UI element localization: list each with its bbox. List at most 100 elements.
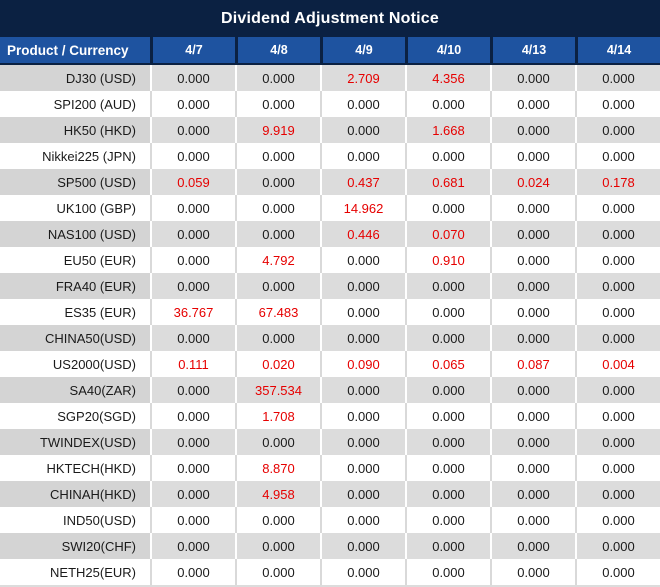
value-cell: 0.000	[575, 377, 660, 403]
table-row: SGP20(SGD) 0.000 1.708 0.000 0.000 0.000 0.000	[0, 403, 660, 429]
value-cell: 4.356	[405, 65, 490, 91]
value-cell: 0.000	[490, 117, 575, 143]
value-cell: 36.767	[150, 299, 235, 325]
value-cell: 0.004	[575, 351, 660, 377]
value-cell: 0.070	[405, 221, 490, 247]
table-row: HKTECH(HKD) 0.000 8.870 0.000 0.000 0.000 0.00…	[0, 455, 660, 481]
value-cell: 0.000	[320, 429, 405, 455]
value-cell: 0.000	[575, 559, 660, 585]
value-cell: 0.000	[150, 455, 235, 481]
table-row: ES35 (EUR) 36.767 67.483 0.000 0.000 0.000 0.0…	[0, 299, 660, 325]
value-cell: 0.000	[150, 481, 235, 507]
product-cell: TWINDEX(USD)	[0, 429, 150, 455]
table-row: DJ30 (USD) 0.000 0.000 2.709 4.356 0.000 0.000	[0, 65, 660, 91]
table-row: CHINAH(HKD) 0.000 4.958 0.000 0.000 0.000 0.00…	[0, 481, 660, 507]
value-cell: 0.000	[575, 247, 660, 273]
value-cell: 0.000	[575, 65, 660, 91]
value-cell: 0.000	[490, 221, 575, 247]
value-cell: 0.000	[405, 533, 490, 559]
value-cell: 0.000	[490, 533, 575, 559]
value-cell: 0.000	[490, 273, 575, 299]
value-cell: 0.446	[320, 221, 405, 247]
table-row: FRA40 (EUR) 0.000 0.000 0.000 0.000 0.000 0.00…	[0, 273, 660, 299]
value-cell: 0.000	[150, 377, 235, 403]
value-cell: 0.000	[235, 507, 320, 533]
value-cell: 0.000	[150, 65, 235, 91]
value-cell: 0.087	[490, 351, 575, 377]
value-cell: 0.000	[235, 91, 320, 117]
value-cell: 0.000	[320, 91, 405, 117]
value-cell: 1.708	[235, 403, 320, 429]
date-header-cell: 4/14	[575, 37, 660, 63]
product-cell: CHINAH(HKD)	[0, 481, 150, 507]
product-currency-header: Product / Currency	[7, 42, 129, 58]
value-cell: 0.000	[150, 403, 235, 429]
value-cell: 0.000	[490, 91, 575, 117]
value-cell: 0.000	[235, 533, 320, 559]
value-cell: 0.000	[575, 455, 660, 481]
product-cell: SGP20(SGD)	[0, 403, 150, 429]
value-cell: 0.024	[490, 169, 575, 195]
value-cell: 0.000	[150, 273, 235, 299]
value-cell: 0.000	[405, 195, 490, 221]
value-cell: 0.000	[235, 169, 320, 195]
value-cell: 0.000	[405, 377, 490, 403]
value-cell: 0.059	[150, 169, 235, 195]
value-cell: 0.000	[150, 429, 235, 455]
value-cell: 0.000	[320, 117, 405, 143]
value-cell: 4.958	[235, 481, 320, 507]
value-cell: 0.000	[575, 117, 660, 143]
value-cell: 0.000	[405, 403, 490, 429]
value-cell: 0.000	[235, 429, 320, 455]
value-cell: 0.000	[490, 377, 575, 403]
value-cell: 0.000	[150, 117, 235, 143]
value-cell: 67.483	[235, 299, 320, 325]
table-row: SPI200 (AUD) 0.000 0.000 0.000 0.000 0.000 0.0…	[0, 91, 660, 117]
date-header-cell: 4/7	[150, 37, 235, 63]
product-cell: EU50 (EUR)	[0, 247, 150, 273]
value-cell: 0.000	[150, 507, 235, 533]
value-cell: 0.090	[320, 351, 405, 377]
product-cell: NAS100 (USD)	[0, 221, 150, 247]
product-cell: IND50(USD)	[0, 507, 150, 533]
value-cell: 0.000	[150, 221, 235, 247]
value-cell: 2.709	[320, 65, 405, 91]
product-cell: SWI20(CHF)	[0, 533, 150, 559]
table-row: Nikkei225 (JPN) 0.000 0.000 0.000 0.000 0.000…	[0, 143, 660, 169]
value-cell: 0.000	[405, 299, 490, 325]
product-cell: NETH25(EUR)	[0, 559, 150, 585]
value-cell: 0.000	[490, 507, 575, 533]
product-cell: CHINA50(USD)	[0, 325, 150, 351]
value-cell: 0.000	[405, 429, 490, 455]
value-cell: 0.000	[490, 429, 575, 455]
value-cell: 0.437	[320, 169, 405, 195]
value-cell: 0.000	[575, 481, 660, 507]
value-cell: 0.000	[405, 143, 490, 169]
value-cell: 0.000	[235, 65, 320, 91]
value-cell: 0.000	[490, 455, 575, 481]
value-cell: 0.000	[235, 195, 320, 221]
table-row: EU50 (EUR) 0.000 4.792 0.000 0.910 0.000 0.000	[0, 247, 660, 273]
value-cell: 1.668	[405, 117, 490, 143]
value-cell: 0.000	[320, 143, 405, 169]
value-cell: 0.000	[575, 195, 660, 221]
table-header-row: Product / Currency 4/7 4/8 4/9 4/10 4/13 4/14	[0, 37, 660, 65]
value-cell: 0.111	[150, 351, 235, 377]
product-cell: SP500 (USD)	[0, 169, 150, 195]
value-cell: 0.000	[405, 481, 490, 507]
table-row: NETH25(EUR) 0.000 0.000 0.000 0.000 0.000 0.00…	[0, 559, 660, 585]
value-cell: 0.000	[320, 455, 405, 481]
table-row: UK100 (GBP) 0.000 0.000 14.962 0.000 0.000 0.0…	[0, 195, 660, 221]
date-header-cell: 4/9	[320, 37, 405, 63]
value-cell: 0.000	[320, 247, 405, 273]
product-cell: FRA40 (EUR)	[0, 273, 150, 299]
table-row: SP500 (USD) 0.059 0.000 0.437 0.681 0.024 0.17…	[0, 169, 660, 195]
value-cell: 0.000	[405, 507, 490, 533]
value-cell: 4.792	[235, 247, 320, 273]
value-cell: 0.000	[490, 299, 575, 325]
value-cell: 0.000	[320, 559, 405, 585]
value-cell: 0.000	[490, 65, 575, 91]
value-cell: 0.000	[490, 403, 575, 429]
value-cell: 0.000	[150, 143, 235, 169]
table-row: HK50 (HKD) 0.000 9.919 0.000 1.668 0.000 0.000	[0, 117, 660, 143]
